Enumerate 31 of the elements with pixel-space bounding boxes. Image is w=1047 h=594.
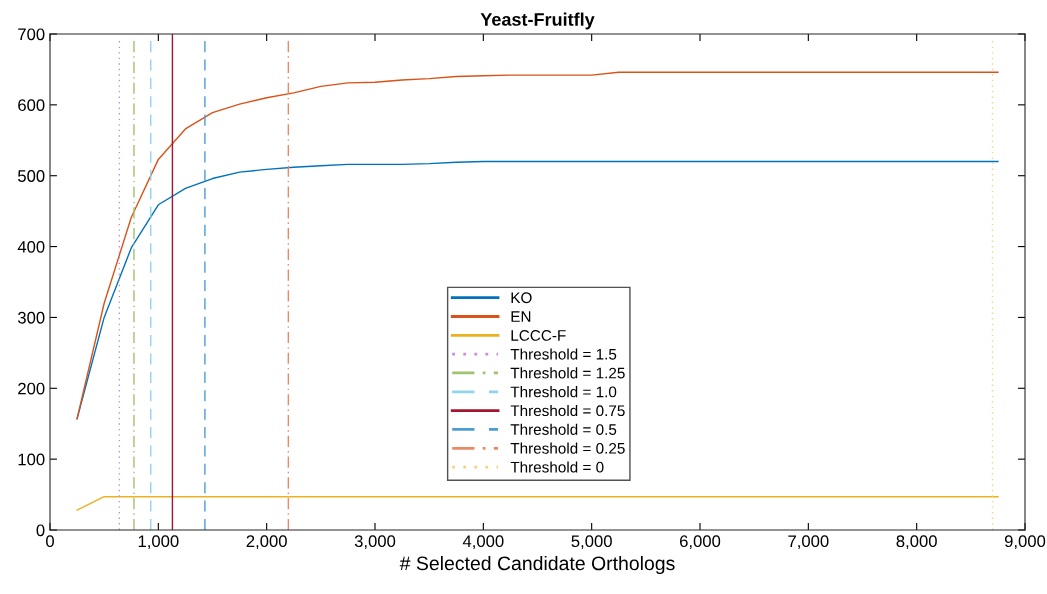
x-tick-label: 9,000 (1004, 535, 1046, 550)
x-tick-label: 0 (46, 535, 54, 548)
x-tick-label: 7,000 (788, 535, 829, 550)
x-tick-label: 4,000 (462, 535, 504, 550)
y-tick-label: 700 (18, 28, 45, 41)
y-tick-label: 500 (18, 170, 45, 182)
y-tick-label: 300 (17, 311, 45, 324)
legend-label: Threshold = 0 (510, 461, 604, 473)
legend-label: Threshold = 1.25 (510, 367, 625, 379)
x-tick-label: 3,000 (354, 535, 396, 550)
legend-label: Threshold = 0.75 (510, 404, 625, 417)
y-tick-label: 400 (17, 240, 45, 253)
line-series (76, 71, 999, 420)
legend-label: LCCC-F (511, 330, 566, 341)
legend-label: Threshold = 0.25 (510, 442, 625, 454)
x-tick-label: 5,000 (571, 535, 612, 550)
legend-label: Threshold = 1.0 (510, 386, 617, 398)
chart-title: Yeast-Fruitfly (480, 12, 595, 30)
legend-label: EN (511, 311, 531, 322)
legend-label: Threshold = 0.5 (510, 423, 617, 435)
legend-label: Threshold = 1.5 (510, 348, 617, 360)
y-tick-label: 200 (18, 382, 45, 395)
x-tick-label: 2,000 (246, 535, 287, 550)
y-tick-label: 600 (18, 99, 45, 112)
y-tick-label: 0 (36, 524, 45, 537)
x-tick-label: 1,000 (138, 535, 179, 550)
legend-label: KO (511, 292, 532, 304)
y-tick-label: 100 (18, 453, 45, 466)
x-tick-label: 8,000 (896, 535, 937, 550)
x-tick-label: 6,000 (679, 535, 721, 550)
x-axis-title: # Selected Candidate Orthologs (399, 555, 675, 575)
